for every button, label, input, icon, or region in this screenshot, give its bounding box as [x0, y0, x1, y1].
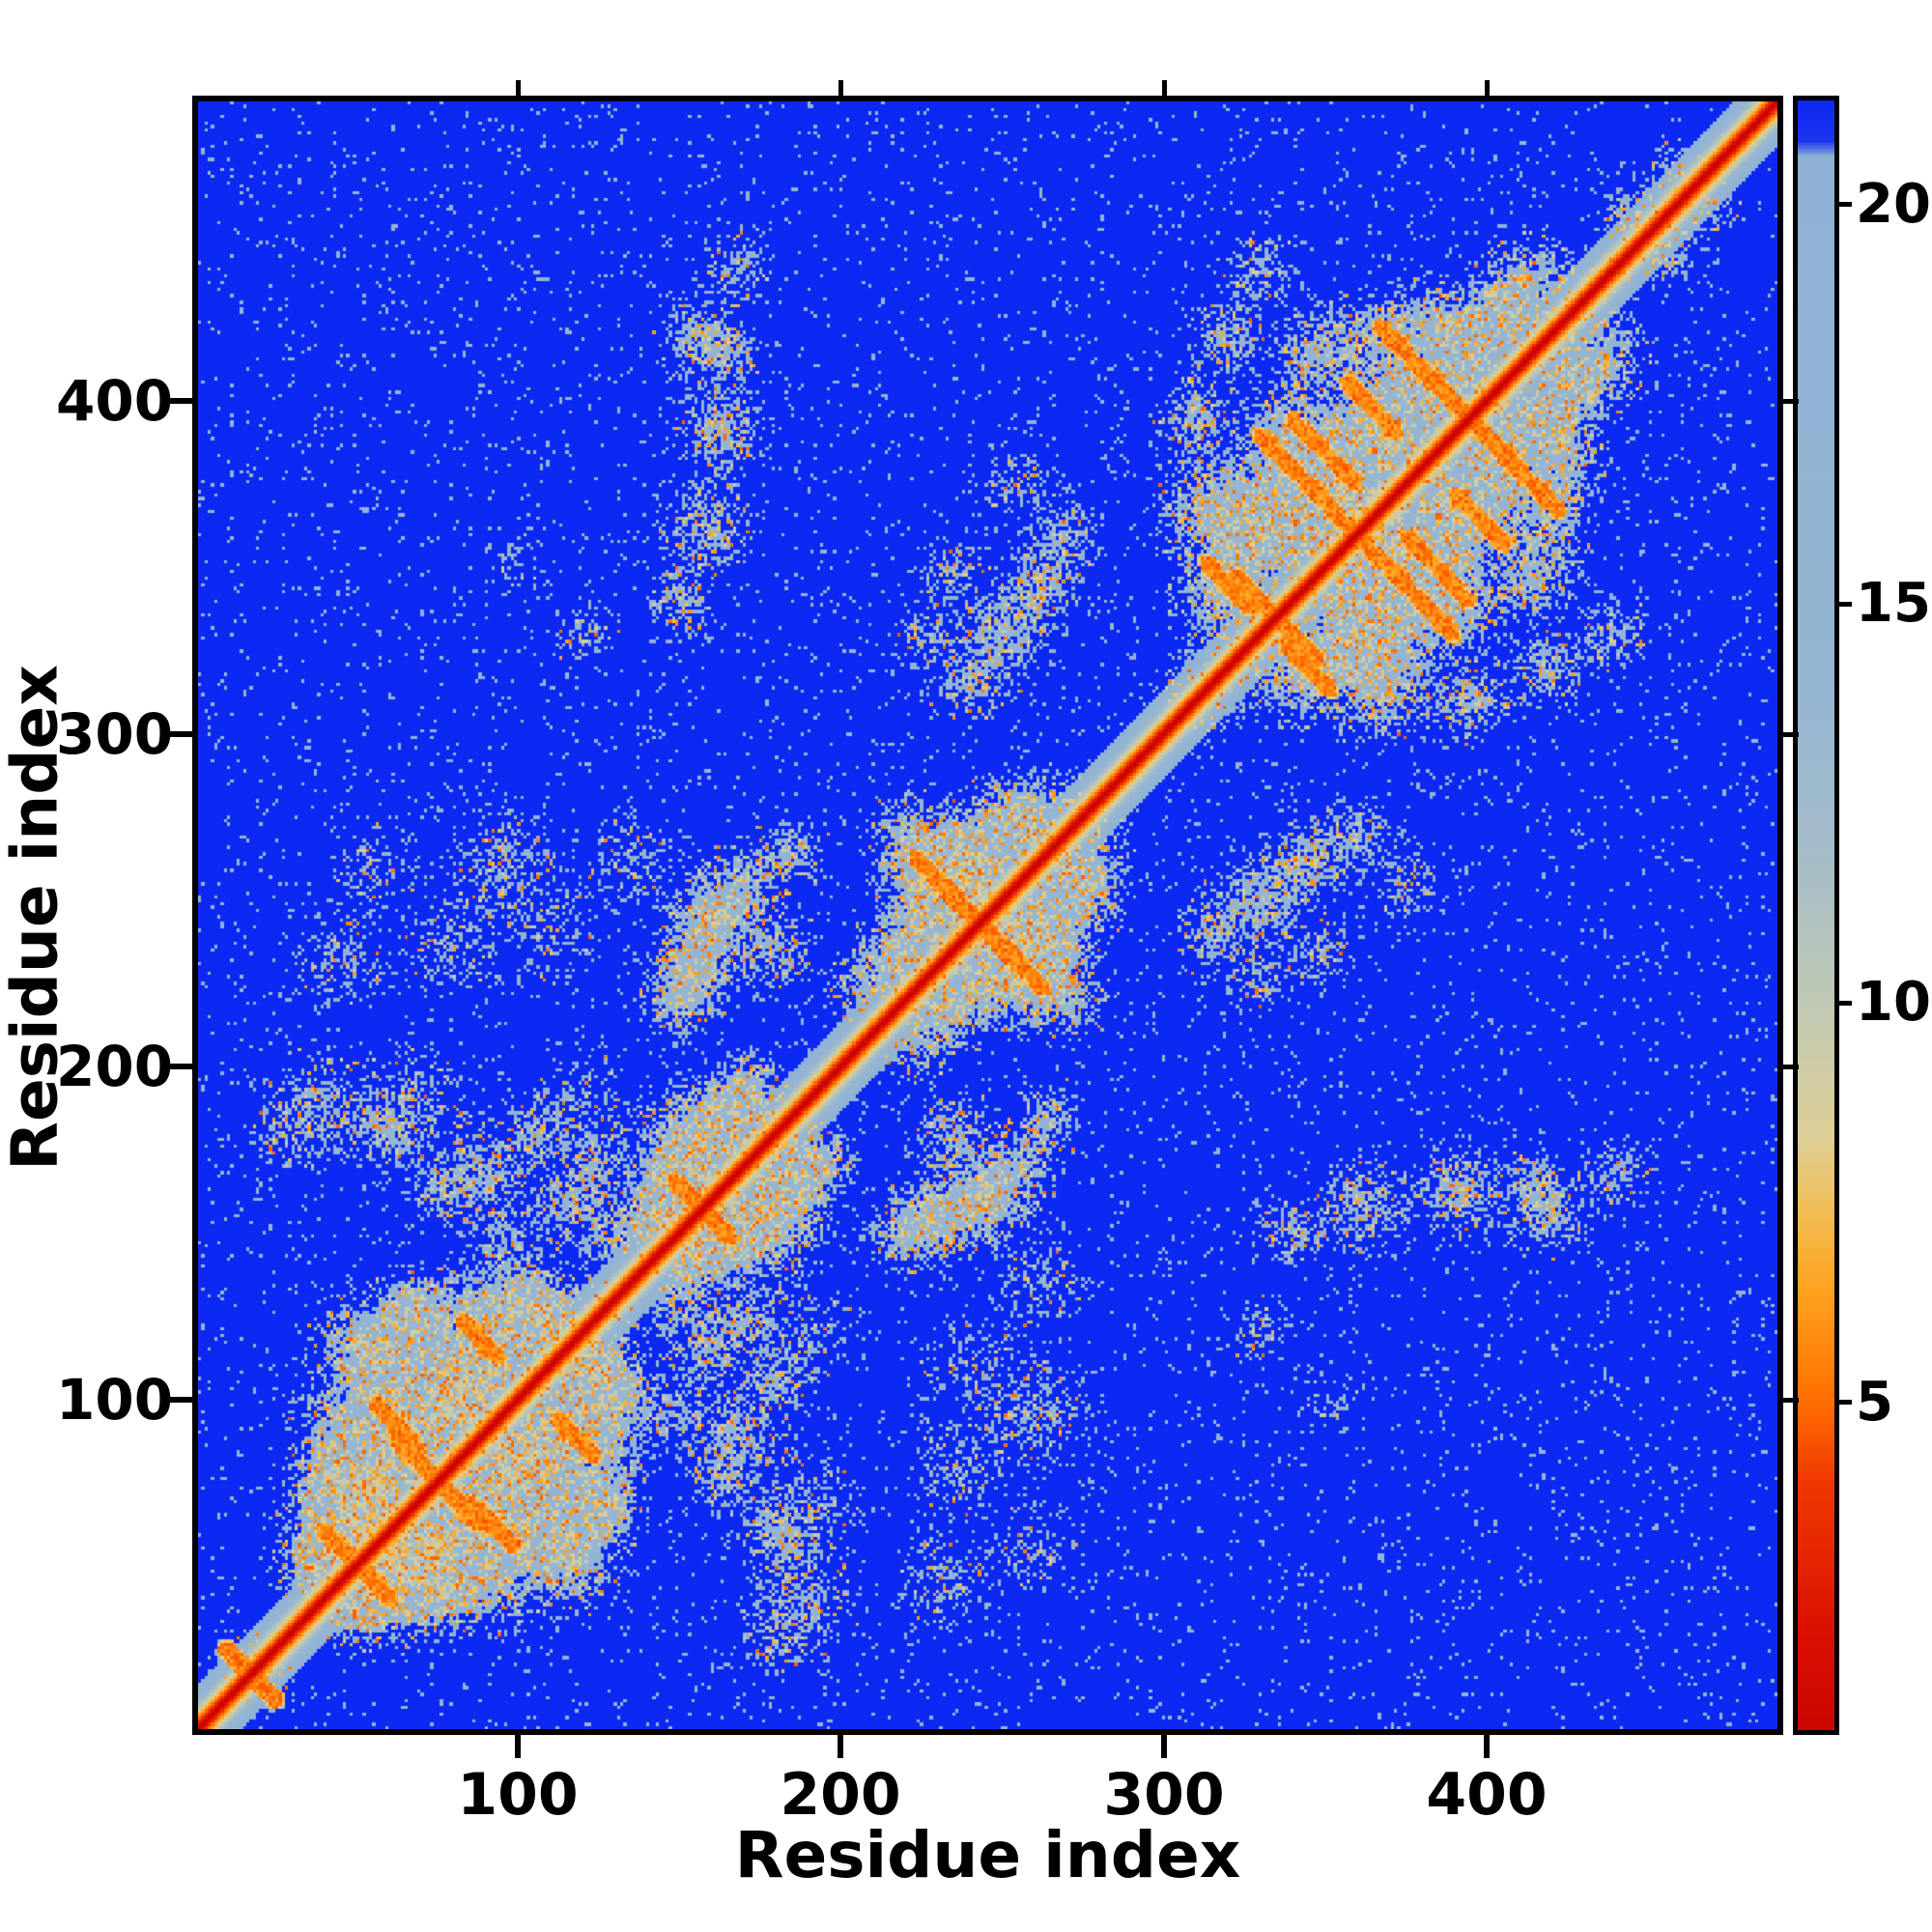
y-tick-mark: [169, 731, 192, 737]
x-top-tick-mark: [1162, 80, 1167, 96]
x-top-tick-mark: [516, 80, 521, 96]
plot-frame: [192, 96, 1783, 1735]
x-tick-label: 100: [457, 1761, 579, 1829]
colorbar-tick-label: 15: [1856, 572, 1931, 635]
x-tick-mark: [1161, 1735, 1167, 1758]
y-right-tick-mark: [1783, 399, 1799, 404]
colorbar-canvas: [1798, 100, 1834, 1730]
colorbar-tick-label: 5: [1856, 1371, 1893, 1434]
y-tick-mark: [169, 398, 192, 404]
y-tick-label: 100: [56, 1367, 174, 1433]
x-tick-mark: [838, 1735, 843, 1758]
y-axis-title: Residue index: [0, 665, 72, 1171]
colorbar-tick-mark: [1839, 1400, 1852, 1405]
y-tick-label: 200: [56, 1034, 174, 1099]
x-axis-title: Residue index: [734, 1818, 1241, 1892]
x-tick-label: 400: [1426, 1761, 1548, 1829]
y-tick-mark: [169, 1397, 192, 1403]
y-tick-mark: [169, 1064, 192, 1069]
x-tick-label: 200: [780, 1761, 901, 1829]
colorbar-tick-mark: [1839, 202, 1852, 207]
y-right-tick-mark: [1783, 732, 1799, 737]
x-top-tick-mark: [1485, 80, 1490, 96]
colorbar-tick-label: 10: [1856, 971, 1931, 1034]
y-right-tick-mark: [1783, 1065, 1799, 1069]
x-tick-mark: [515, 1735, 521, 1758]
heatmap-canvas: [198, 101, 1777, 1729]
y-tick-label: 300: [56, 701, 174, 767]
x-top-tick-mark: [838, 80, 843, 96]
x-tick-label: 300: [1103, 1761, 1225, 1829]
y-tick-label: 400: [56, 368, 174, 434]
colorbar-frame: [1793, 96, 1839, 1735]
colorbar-tick-label: 20: [1856, 173, 1931, 236]
x-tick-mark: [1484, 1735, 1490, 1758]
colorbar-tick-mark: [1839, 602, 1852, 607]
y-right-tick-mark: [1783, 1398, 1799, 1403]
colorbar-tick-mark: [1839, 1001, 1852, 1006]
